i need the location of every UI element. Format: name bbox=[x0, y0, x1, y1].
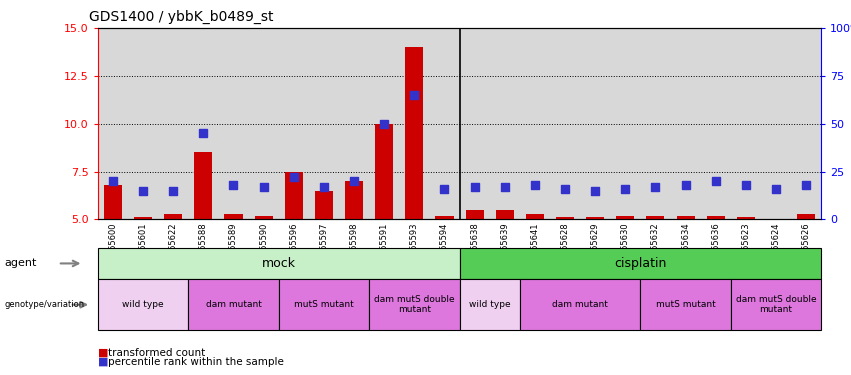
Point bbox=[498, 184, 511, 190]
Bar bbox=[315, 190, 333, 219]
Text: transformed count: transformed count bbox=[108, 348, 205, 357]
Text: genotype/variation: genotype/variation bbox=[4, 300, 84, 309]
Point bbox=[257, 184, 271, 190]
Point bbox=[799, 182, 813, 188]
Text: agent: agent bbox=[4, 258, 37, 268]
Bar bbox=[285, 172, 303, 219]
Text: cisplatin: cisplatin bbox=[614, 257, 666, 270]
Text: percentile rank within the sample: percentile rank within the sample bbox=[108, 357, 284, 367]
Point bbox=[136, 188, 150, 194]
Bar bbox=[345, 181, 363, 219]
Bar bbox=[616, 216, 634, 219]
Point bbox=[528, 182, 542, 188]
Text: mock: mock bbox=[262, 257, 295, 270]
Bar bbox=[436, 216, 454, 219]
Bar bbox=[405, 47, 423, 219]
Bar bbox=[465, 210, 483, 219]
Bar bbox=[104, 185, 122, 219]
Bar bbox=[134, 217, 152, 219]
Bar bbox=[254, 216, 272, 219]
Point bbox=[739, 182, 752, 188]
Point bbox=[648, 184, 662, 190]
Text: ■: ■ bbox=[98, 348, 108, 357]
Bar bbox=[677, 216, 694, 219]
Text: dam mutant: dam mutant bbox=[206, 300, 261, 309]
Point bbox=[558, 186, 572, 192]
Bar bbox=[164, 214, 182, 219]
Bar bbox=[706, 216, 725, 219]
Text: wild type: wild type bbox=[469, 300, 511, 309]
Point bbox=[437, 186, 451, 192]
Text: dam mutS double
mutant: dam mutS double mutant bbox=[374, 295, 454, 314]
Bar bbox=[647, 216, 665, 219]
Bar bbox=[797, 214, 815, 219]
Point bbox=[167, 188, 180, 194]
Text: GDS1400 / ybbK_b0489_st: GDS1400 / ybbK_b0489_st bbox=[89, 9, 274, 24]
Text: ■: ■ bbox=[98, 357, 108, 367]
Text: wild type: wild type bbox=[123, 300, 164, 309]
Point bbox=[347, 178, 361, 184]
Bar bbox=[194, 152, 213, 219]
Point bbox=[317, 184, 331, 190]
Point bbox=[588, 188, 602, 194]
Bar bbox=[586, 217, 604, 219]
Point bbox=[106, 178, 120, 184]
Bar bbox=[495, 210, 514, 219]
Text: mutS mutant: mutS mutant bbox=[656, 300, 716, 309]
Text: dam mutant: dam mutant bbox=[552, 300, 608, 309]
Point bbox=[377, 121, 391, 127]
Text: dam mutS double
mutant: dam mutS double mutant bbox=[736, 295, 816, 314]
Point bbox=[197, 130, 210, 136]
Point bbox=[287, 174, 300, 180]
Point bbox=[679, 182, 693, 188]
Bar bbox=[556, 217, 574, 219]
Point bbox=[468, 184, 482, 190]
Point bbox=[619, 186, 632, 192]
Point bbox=[709, 178, 722, 184]
Bar bbox=[737, 217, 755, 219]
Point bbox=[769, 186, 783, 192]
Bar bbox=[225, 214, 243, 219]
Point bbox=[408, 92, 421, 98]
Point bbox=[226, 182, 240, 188]
Bar bbox=[526, 214, 544, 219]
Bar bbox=[375, 124, 393, 219]
Text: mutS mutant: mutS mutant bbox=[294, 300, 354, 309]
